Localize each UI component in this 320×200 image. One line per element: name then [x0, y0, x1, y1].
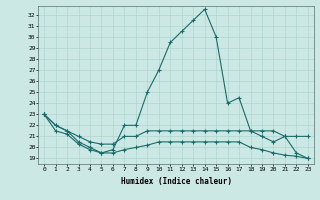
X-axis label: Humidex (Indice chaleur): Humidex (Indice chaleur) — [121, 177, 231, 186]
